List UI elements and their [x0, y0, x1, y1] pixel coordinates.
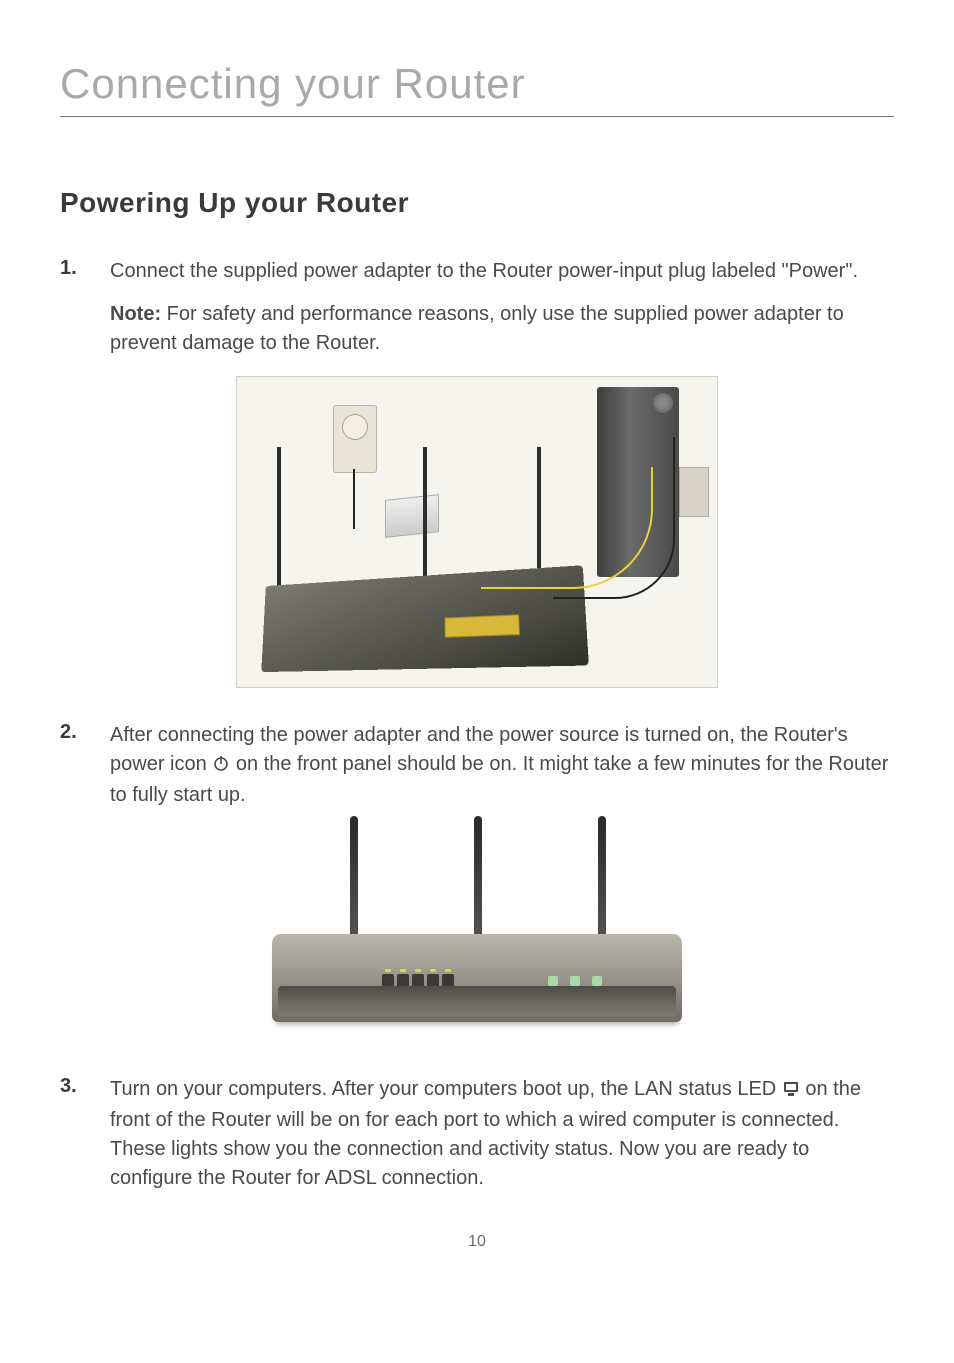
step-1: 1. Connect the supplied power adapter to… — [60, 257, 894, 358]
step-3-number: 3. — [60, 1075, 110, 1193]
figure-1 — [60, 376, 894, 693]
step-2: 2. After connecting the power adapter an… — [60, 721, 894, 810]
section-heading: Powering Up your Router — [60, 187, 894, 219]
step-2-number: 2. — [60, 721, 110, 810]
figure-2 — [60, 828, 894, 1047]
step-1-number: 1. — [60, 257, 110, 358]
page-title: Connecting your Router — [60, 60, 894, 108]
title-rule — [60, 116, 894, 117]
note-label: Note: — [110, 303, 161, 325]
page-number: 10 — [60, 1233, 894, 1251]
step-3: 3. Turn on your computers. After your co… — [60, 1075, 894, 1193]
power-icon — [212, 752, 230, 781]
step-2-text: After connecting the power adapter and t… — [110, 721, 894, 810]
step-1-note: Note: For safety and performance reasons… — [110, 300, 894, 358]
lan-computer-icon — [782, 1077, 800, 1106]
note-body: For safety and performance reasons, only… — [110, 303, 844, 354]
step-1-text: Connect the supplied power adapter to th… — [110, 257, 894, 286]
step-3-text: Turn on your computers. After your compu… — [110, 1075, 894, 1193]
